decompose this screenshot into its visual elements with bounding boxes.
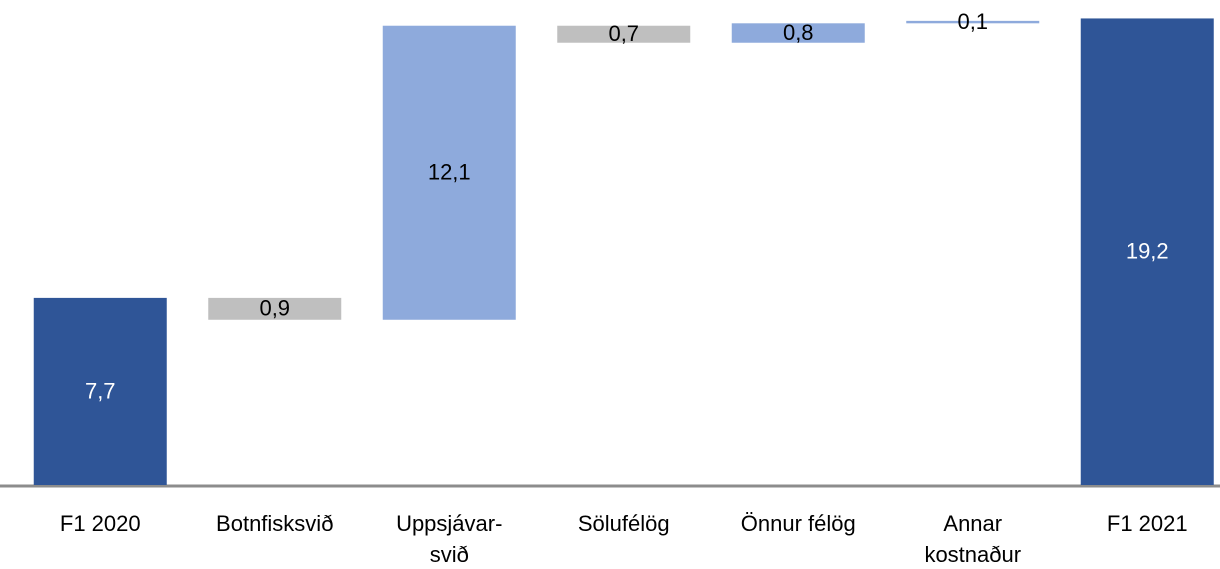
x-tick-label: Önnur félög (740, 511, 856, 536)
bar (731, 23, 865, 43)
x-tick-label: Annar kostnaður (924, 511, 1022, 567)
x-tick-label: F1 2021 (1106, 511, 1188, 536)
x-tick-label: F1 2020 (59, 511, 141, 536)
data-label: 12,1 (428, 160, 471, 185)
x-tick-label: Botnfisksvið (216, 511, 334, 536)
data-label: 0,1 (957, 9, 988, 34)
x-tick-label: Sölufélög (577, 511, 670, 536)
bar (382, 25, 516, 320)
bar (906, 20, 1040, 24)
data-label: 0,9 (259, 296, 290, 321)
bar (33, 297, 167, 485)
data-label: 0,8 (783, 20, 814, 45)
data-label: 19,2 (1126, 239, 1169, 264)
bar (1080, 18, 1214, 485)
bar (208, 297, 342, 320)
bar (557, 25, 691, 43)
data-label: 7,7 (85, 378, 116, 403)
x-tick-label: Uppsjávar- svið (396, 511, 503, 567)
data-label: 0,7 (608, 21, 639, 46)
